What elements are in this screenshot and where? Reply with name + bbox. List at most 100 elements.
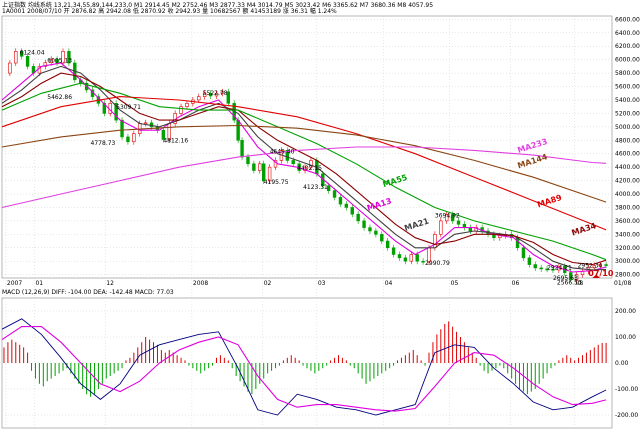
candle-body xyxy=(262,163,266,182)
price-annotation: 6005.13 xyxy=(47,57,72,64)
price-tick-label: 4600.00 xyxy=(615,151,640,158)
grid: 6600.00 6400.00 6200.00 6000.00 5800.00 5600.… xyxy=(1,15,640,429)
price-annotation: 4812.16 xyxy=(163,137,188,144)
price-annotation: 2924.21 xyxy=(547,264,572,271)
price-tick-label: 5600.00 xyxy=(615,84,640,91)
candle-body xyxy=(521,247,526,259)
candle-body xyxy=(179,106,183,114)
candle-body xyxy=(285,150,290,161)
price-annotation: 4195.75 xyxy=(264,179,289,186)
ma-line-ma89 xyxy=(1,96,607,231)
candle-body xyxy=(421,260,425,263)
candle-body xyxy=(43,62,47,67)
price-annotation: 4778.73 xyxy=(91,140,116,147)
price-tick-label: 3200.00 xyxy=(615,245,640,252)
candle-body xyxy=(226,91,230,104)
candle-body xyxy=(309,160,313,168)
macd-tick-label: 0.00 xyxy=(615,360,629,367)
candle-body xyxy=(368,227,372,232)
macd-tick-label: 100.00 xyxy=(615,334,636,341)
candle-body xyxy=(126,136,130,143)
time-label: 05 xyxy=(451,280,459,287)
price-tick-label: 4800.00 xyxy=(615,137,640,144)
candle-body xyxy=(252,163,256,171)
candle-body xyxy=(415,254,419,262)
price-annotation: 2952.34 xyxy=(578,262,603,269)
price-annotation: 5309.71 xyxy=(116,104,141,111)
time-label: 08 xyxy=(576,280,584,287)
price-tick-label: 6200.00 xyxy=(615,43,640,50)
candle-body xyxy=(527,257,532,265)
candle-body xyxy=(338,197,343,205)
price-tick-label: 3400.00 xyxy=(615,231,640,238)
time-label: 04 xyxy=(385,280,393,287)
price-annotation: 4649.40 xyxy=(270,148,295,155)
price-annotation: 4123.31 xyxy=(303,184,328,191)
price-tick-label: 5400.00 xyxy=(615,97,640,104)
price-annotation: 2566.53 xyxy=(557,279,582,286)
price-tick-label: 4000.00 xyxy=(615,191,640,198)
time-label: 12 xyxy=(106,280,114,287)
time-label: 06 xyxy=(512,280,520,287)
candle-body xyxy=(433,234,437,249)
candle-body xyxy=(344,203,349,208)
candle-body xyxy=(246,156,250,165)
price-tick-label: 5200.00 xyxy=(615,110,640,117)
candle-body xyxy=(120,119,124,138)
time-label: 02 xyxy=(264,280,272,287)
candle-body xyxy=(604,264,608,266)
candle-body xyxy=(356,213,360,222)
ma-line-ma55 xyxy=(1,82,607,261)
time-label: 2007 xyxy=(7,280,22,287)
ma-line-ma13 xyxy=(1,62,607,273)
candle-body xyxy=(592,265,596,269)
candle-body xyxy=(403,257,408,262)
price-tick-label: 2800.00 xyxy=(615,272,640,279)
price-annotation: 2990.79 xyxy=(425,260,450,267)
time-label: 2008 xyxy=(193,280,208,287)
candle-body xyxy=(574,274,579,280)
candle-body xyxy=(380,234,384,242)
time-marker: 01/08 xyxy=(614,280,631,287)
time-label: 03 xyxy=(318,280,326,287)
candle-body xyxy=(326,185,331,191)
price-annotation: 5522.78 xyxy=(203,90,228,97)
candle-body xyxy=(545,268,549,271)
candle-body xyxy=(258,163,262,171)
candle-body xyxy=(8,62,12,74)
candle-body xyxy=(132,133,136,143)
header-row1: 上证指数 均线系统 13,21,34,55,89,144,233,0 M1 29… xyxy=(2,1,433,9)
candle-body xyxy=(214,92,219,97)
price-annotation: 3694.92 xyxy=(435,213,460,220)
ma-line-ma233 xyxy=(1,146,607,209)
arrow-marker xyxy=(592,274,601,278)
candle-body xyxy=(267,166,272,182)
candle-body xyxy=(67,51,71,64)
macd-dea-line xyxy=(1,326,607,412)
macd-panel xyxy=(1,318,607,416)
price-tick-label: 4200.00 xyxy=(615,178,640,185)
candle-body xyxy=(551,268,555,271)
price-tick-label: 6400.00 xyxy=(615,30,640,37)
candle-body xyxy=(450,214,455,222)
candle-body xyxy=(539,267,543,270)
candle-body xyxy=(240,139,244,158)
candle-body xyxy=(19,51,24,57)
price-annotation: 4402.15 xyxy=(297,165,322,172)
candle-body xyxy=(143,122,148,125)
candle-body xyxy=(391,247,396,255)
price-tick-label: 6000.00 xyxy=(615,57,640,64)
price-tick-label: 3600.00 xyxy=(615,218,640,225)
ma-label: MA21 xyxy=(403,216,430,233)
candle-body xyxy=(202,92,207,97)
candle-body xyxy=(185,103,189,107)
price-tick-label: 5000.00 xyxy=(615,124,640,131)
macd-diff-line xyxy=(1,318,607,416)
candle-body xyxy=(114,103,118,121)
candle-body xyxy=(533,264,537,269)
price-tick-label: 5800.00 xyxy=(615,70,640,77)
price-tick-label: 4400.00 xyxy=(615,164,640,171)
candle-body xyxy=(220,91,225,94)
candle-body xyxy=(397,254,402,259)
